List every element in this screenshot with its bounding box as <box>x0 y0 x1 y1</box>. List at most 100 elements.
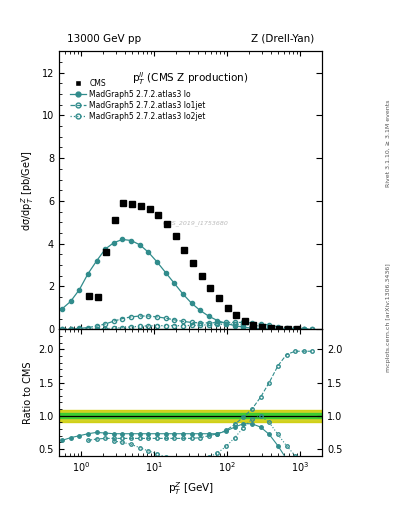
X-axis label: p$_T^Z$ [GeV]: p$_T^Z$ [GeV] <box>167 480 214 497</box>
MadGraph5 2.7.2.atlas3 lo2jet <box>189 323 194 329</box>
MadGraph5 2.7.2.atlas3 lo <box>86 270 90 276</box>
Line: MadGraph5 2.7.2.atlas3 lo1jet: MadGraph5 2.7.2.atlas3 lo1jet <box>60 314 314 331</box>
MadGraph5 2.7.2.atlas3 lo1jet <box>215 319 220 326</box>
MadGraph5 2.7.2.atlas3 lo1jet <box>206 320 211 326</box>
MadGraph5 2.7.2.atlas3 lo <box>180 291 185 297</box>
MadGraph5 2.7.2.atlas3 lo2jet <box>180 323 185 329</box>
MadGraph5 2.7.2.atlas3 lo1jet <box>129 314 134 320</box>
MadGraph5 2.7.2.atlas3 lo1jet <box>60 326 64 332</box>
MadGraph5 2.7.2.atlas3 lo2jet <box>163 323 168 329</box>
CMS <box>87 293 92 299</box>
CMS <box>286 326 290 332</box>
MadGraph5 2.7.2.atlas3 lo2jet <box>198 322 202 328</box>
CMS <box>294 326 299 332</box>
MadGraph5 2.7.2.atlas3 lo1jet <box>250 320 254 326</box>
MadGraph5 2.7.2.atlas3 lo1jet <box>68 326 73 332</box>
CMS <box>199 273 204 279</box>
MadGraph5 2.7.2.atlas3 lo1jet <box>189 319 194 326</box>
MadGraph5 2.7.2.atlas3 lo2jet <box>103 326 108 332</box>
MadGraph5 2.7.2.atlas3 lo1jet <box>155 314 160 320</box>
MadGraph5 2.7.2.atlas3 lo1jet <box>146 313 151 319</box>
MadGraph5 2.7.2.atlas3 lo1jet <box>293 326 298 332</box>
Bar <box>59 413 322 418</box>
MadGraph5 2.7.2.atlas3 lo2jet <box>215 322 220 328</box>
MadGraph5 2.7.2.atlas3 lo2jet <box>86 326 90 332</box>
MadGraph5 2.7.2.atlas3 lo1jet <box>301 326 306 332</box>
CMS <box>138 203 143 209</box>
MadGraph5 2.7.2.atlas3 lo2jet <box>60 326 64 332</box>
MadGraph5 2.7.2.atlas3 lo2jet <box>155 323 160 329</box>
Y-axis label: Ratio to CMS: Ratio to CMS <box>23 361 33 424</box>
MadGraph5 2.7.2.atlas3 lo2jet <box>224 321 228 327</box>
MadGraph5 2.7.2.atlas3 lo <box>215 317 220 324</box>
MadGraph5 2.7.2.atlas3 lo <box>267 326 272 332</box>
CMS <box>147 206 152 212</box>
MadGraph5 2.7.2.atlas3 lo <box>129 238 134 244</box>
CMS <box>130 201 134 207</box>
CMS <box>260 324 264 330</box>
MadGraph5 2.7.2.atlas3 lo1jet <box>94 323 99 329</box>
MadGraph5 2.7.2.atlas3 lo <box>275 326 280 332</box>
MadGraph5 2.7.2.atlas3 lo2jet <box>284 326 289 332</box>
Line: MadGraph5 2.7.2.atlas3 lo: MadGraph5 2.7.2.atlas3 lo <box>60 238 306 331</box>
Text: Z (Drell-Yan): Z (Drell-Yan) <box>251 33 314 44</box>
MadGraph5 2.7.2.atlas3 lo <box>146 249 151 255</box>
MadGraph5 2.7.2.atlas3 lo <box>284 326 289 332</box>
MadGraph5 2.7.2.atlas3 lo <box>198 307 202 313</box>
MadGraph5 2.7.2.atlas3 lo2jet <box>206 322 211 328</box>
CMS <box>173 233 178 239</box>
MadGraph5 2.7.2.atlas3 lo1jet <box>172 317 176 323</box>
MadGraph5 2.7.2.atlas3 lo2jet <box>250 322 254 328</box>
Legend: CMS, MadGraph5 2.7.2.atlas3 lo, MadGraph5 2.7.2.atlas3 lo1jet, MadGraph5 2.7.2.a: CMS, MadGraph5 2.7.2.atlas3 lo, MadGraph… <box>68 77 208 122</box>
MadGraph5 2.7.2.atlas3 lo <box>60 306 64 312</box>
CMS <box>277 326 282 332</box>
MadGraph5 2.7.2.atlas3 lo <box>172 280 176 286</box>
MadGraph5 2.7.2.atlas3 lo1jet <box>138 313 142 319</box>
MadGraph5 2.7.2.atlas3 lo2jet <box>232 321 237 327</box>
MadGraph5 2.7.2.atlas3 lo <box>77 287 82 293</box>
MadGraph5 2.7.2.atlas3 lo1jet <box>224 319 228 326</box>
MadGraph5 2.7.2.atlas3 lo <box>241 324 246 330</box>
MadGraph5 2.7.2.atlas3 lo <box>224 321 228 327</box>
CMS <box>112 217 117 223</box>
CMS <box>121 200 126 206</box>
CMS <box>191 260 195 266</box>
CMS <box>268 325 273 331</box>
MadGraph5 2.7.2.atlas3 lo2jet <box>301 326 306 332</box>
MadGraph5 2.7.2.atlas3 lo <box>138 242 142 248</box>
MadGraph5 2.7.2.atlas3 lo <box>68 298 73 305</box>
MadGraph5 2.7.2.atlas3 lo1jet <box>232 319 237 326</box>
MadGraph5 2.7.2.atlas3 lo1jet <box>77 325 82 331</box>
MadGraph5 2.7.2.atlas3 lo1jet <box>267 322 272 328</box>
CMS <box>182 247 187 253</box>
MadGraph5 2.7.2.atlas3 lo2jet <box>112 325 116 331</box>
MadGraph5 2.7.2.atlas3 lo <box>155 259 160 265</box>
MadGraph5 2.7.2.atlas3 lo <box>112 240 116 246</box>
MadGraph5 2.7.2.atlas3 lo1jet <box>310 326 315 332</box>
MadGraph5 2.7.2.atlas3 lo2jet <box>129 324 134 330</box>
MadGraph5 2.7.2.atlas3 lo1jet <box>180 318 185 325</box>
MadGraph5 2.7.2.atlas3 lo <box>232 323 237 329</box>
MadGraph5 2.7.2.atlas3 lo2jet <box>293 326 298 332</box>
Text: mcplots.cern.ch [arXiv:1306.3436]: mcplots.cern.ch [arXiv:1306.3436] <box>386 263 391 372</box>
MadGraph5 2.7.2.atlas3 lo1jet <box>275 324 280 330</box>
MadGraph5 2.7.2.atlas3 lo <box>301 326 306 332</box>
MadGraph5 2.7.2.atlas3 lo1jet <box>284 325 289 331</box>
MadGraph5 2.7.2.atlas3 lo1jet <box>86 325 90 331</box>
CMS <box>156 212 161 218</box>
MadGraph5 2.7.2.atlas3 lo <box>293 326 298 332</box>
MadGraph5 2.7.2.atlas3 lo1jet <box>103 321 108 327</box>
CMS <box>234 312 239 318</box>
Line: CMS: CMS <box>86 200 300 332</box>
MadGraph5 2.7.2.atlas3 lo2jet <box>138 323 142 329</box>
MadGraph5 2.7.2.atlas3 lo1jet <box>120 315 125 322</box>
CMS <box>251 322 256 328</box>
MadGraph5 2.7.2.atlas3 lo <box>189 300 194 306</box>
MadGraph5 2.7.2.atlas3 lo1jet <box>163 315 168 321</box>
MadGraph5 2.7.2.atlas3 lo1jet <box>198 320 202 326</box>
MadGraph5 2.7.2.atlas3 lo2jet <box>310 326 315 332</box>
MadGraph5 2.7.2.atlas3 lo2jet <box>172 323 176 329</box>
MadGraph5 2.7.2.atlas3 lo2jet <box>146 323 151 329</box>
MadGraph5 2.7.2.atlas3 lo2jet <box>258 323 263 329</box>
Text: Rivet 3.1.10, ≥ 3.1M events: Rivet 3.1.10, ≥ 3.1M events <box>386 100 391 187</box>
